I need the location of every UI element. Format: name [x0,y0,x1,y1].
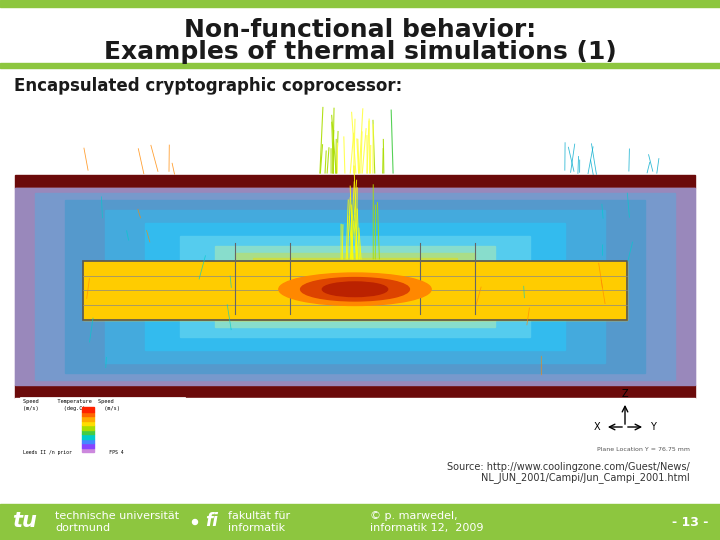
Bar [65,200,645,373]
Text: fakultät für: fakultät für [228,511,290,521]
Text: Plane Location Y = 76.75 mm: Plane Location Y = 76.75 mm [597,447,690,452]
Bar [83,261,627,320]
Text: Examples of thermal simulations (1): Examples of thermal simulations (1) [104,40,616,64]
Bar [0,0,720,7]
Bar [82,411,94,416]
Bar [82,438,94,443]
Text: technische universität: technische universität [55,511,179,521]
Bar [82,425,94,429]
Bar [105,210,605,363]
Text: - 13 -: - 13 - [672,516,708,529]
Bar [15,398,695,460]
Bar [15,175,695,188]
Bar [235,253,475,320]
Bar [82,443,94,448]
Text: NL_JUN_2001/Campi/Jun_Campi_2001.html: NL_JUN_2001/Campi/Jun_Campi_2001.html [481,472,690,483]
Text: Encapsulated cryptographic coprocessor:: Encapsulated cryptographic coprocessor: [14,77,402,95]
Ellipse shape [192,519,197,524]
Bar [82,429,94,434]
Text: informatik 12,  2009: informatik 12, 2009 [370,523,484,533]
Ellipse shape [301,278,410,301]
Bar [15,95,695,175]
Text: Leeds II /n prior             FPS 4: Leeds II /n prior FPS 4 [23,450,124,455]
Text: © p. marwedel,: © p. marwedel, [370,511,458,521]
Bar [15,385,695,398]
Bar [267,262,443,311]
Bar [20,397,185,457]
Bar [82,416,94,421]
Text: Y: Y [650,422,656,432]
Bar [83,261,627,320]
Bar [0,63,720,68]
Bar [15,188,695,385]
Text: X: X [594,422,600,432]
Text: Speed      Temperature  Speed: Speed Temperature Speed [23,399,114,404]
Ellipse shape [323,282,387,296]
Text: Source: http://www.coolingzone.com/Guest/News/: Source: http://www.coolingzone.com/Guest… [447,462,690,472]
Text: informatik: informatik [228,523,285,533]
Bar [295,262,415,311]
Bar [82,421,94,425]
Text: (m/s)        (deg.C)      (m/s): (m/s) (deg.C) (m/s) [23,406,120,411]
Bar [215,246,495,327]
Bar [82,407,94,411]
Bar [82,448,94,452]
Bar [287,264,423,309]
Bar [180,236,530,337]
Bar [253,258,457,315]
Text: dortmund: dortmund [55,523,110,533]
Bar [145,223,565,350]
Text: Non-functional behavior:: Non-functional behavior: [184,18,536,42]
Bar [277,264,433,309]
Bar [15,95,695,460]
Ellipse shape [279,273,431,306]
Bar [0,504,720,540]
Text: tu: tu [12,511,37,531]
Bar [15,188,695,385]
Text: Z: Z [621,389,629,399]
Bar [82,434,94,438]
Bar [35,193,675,380]
Text: fi: fi [205,512,218,530]
